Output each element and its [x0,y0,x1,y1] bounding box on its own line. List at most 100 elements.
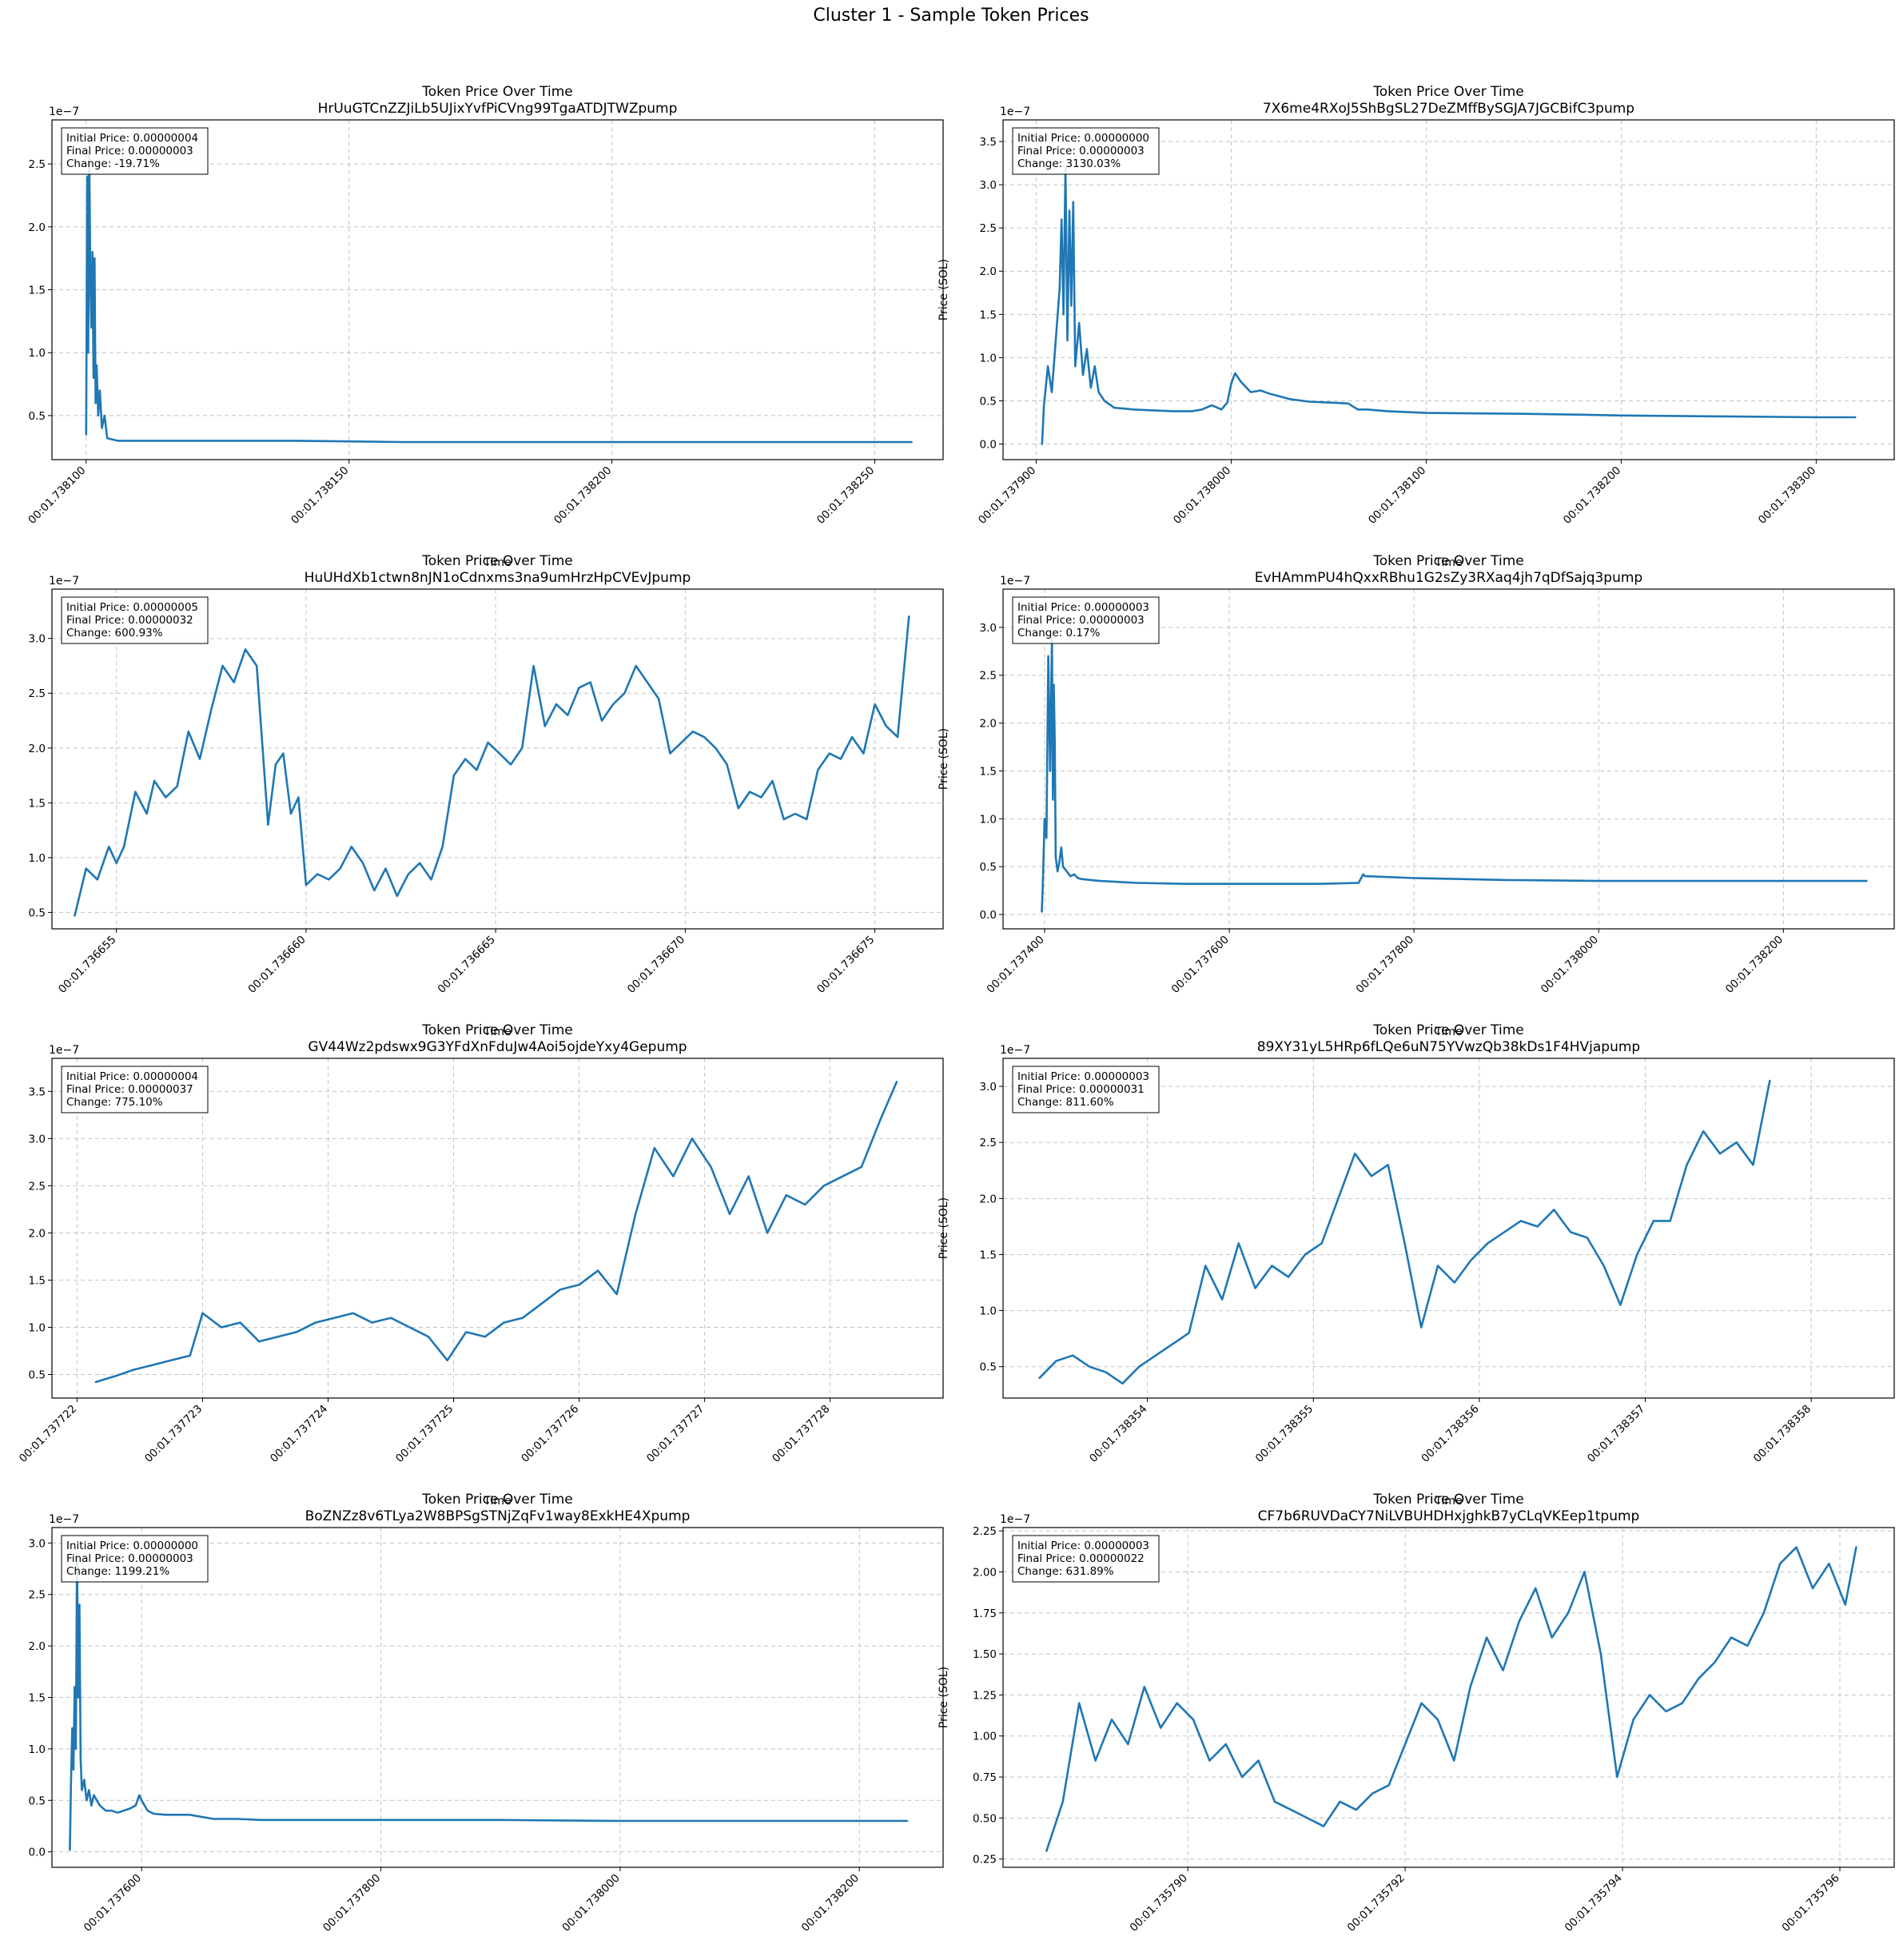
axes-frame [1002,588,1895,930]
axes-frame [1002,1058,1895,1399]
y-tick-label: 2.0 [980,718,997,731]
y-offset-label: 1e−7 [49,575,79,588]
y-tick-label: 0.5 [980,395,997,408]
y-tick-label: 1.75 [973,1607,997,1620]
price-summary-line: Change: 811.60% [1017,1096,1114,1109]
y-tick-label: 0.0 [980,909,997,922]
y-tick-label: 0.0 [29,1846,46,1859]
y-tick-label: 1.5 [980,309,997,321]
y-offset-label: 1e−7 [49,1044,79,1057]
subplot-title: Token Price Over Time [1372,1022,1524,1038]
subplot-title: Token Price Over Time [421,84,573,100]
price-summary-line: Initial Price: 0.00000004 [66,1070,198,1083]
y-tick-label: 1.0 [980,1305,997,1318]
y-tick-label: 2.5 [29,1180,46,1193]
subplot-title: Token Price Over Time [1372,553,1524,569]
price-summary-line: Initial Price: 0.00000003 [1017,601,1149,614]
price-summary-box [61,596,209,644]
y-tick-label: 0.5 [980,861,997,874]
y-tick-label: 1.50 [973,1648,997,1661]
y-tick-label: 3.0 [980,622,997,635]
y-tick-label: 1.5 [29,285,46,297]
price-series-line [1041,166,1857,445]
price-series-line [1038,1079,1771,1385]
subplot-title: Token Price Over Time [1372,84,1524,100]
price-series-line [1041,635,1868,913]
x-axis-label: Time [1434,1495,1462,1508]
price-summary-box [61,1066,209,1113]
price-summary-box [61,127,209,175]
y-axis-label: Price (SOL) [938,259,950,321]
y-offset-label: 1e−7 [1000,575,1030,588]
y-offset-label: 1e−7 [1000,1513,1030,1526]
axes-frame [51,588,944,930]
axes-frame [51,1058,944,1399]
axes-frame [1002,1527,1895,1868]
price-series-line [74,615,910,917]
y-tick-label: 3.0 [29,633,46,646]
y-offset-label: 1e−7 [49,1513,79,1526]
subplot-title: Token Price Over Time [421,1022,573,1038]
y-offset-label: 1e−7 [1000,1044,1030,1057]
price-summary-line: Change: 600.93% [66,627,163,639]
price-summary-line: Final Price: 0.00000003 [1017,614,1145,627]
x-axis-label: Time [483,1495,511,1508]
y-tick-label: 2.5 [980,670,997,683]
price-summary-box [61,1535,209,1583]
x-axis-label: Time [1434,1026,1462,1038]
y-tick-label: 0.50 [973,1812,997,1825]
subplot-title: Token Price Over Time [421,1492,573,1508]
y-tick-label: 2.5 [29,1589,46,1602]
price-summary-line: Change: -19.71% [66,157,160,170]
price-summary-box [1012,127,1160,175]
y-tick-label: 0.5 [29,906,46,919]
subplot-title: Token Price Over Time [1372,1492,1524,1508]
y-tick-label: 2.5 [980,222,997,235]
y-tick-label: 0.5 [29,1368,46,1381]
price-summary-line: Final Price: 0.00000003 [66,1552,193,1565]
price-summary-line: Initial Price: 0.00000003 [1017,1540,1149,1552]
y-tick-label: 2.25 [973,1525,997,1538]
y-tick-label: 2.0 [29,221,46,234]
y-tick-label: 0.5 [29,410,46,423]
y-tick-label: 1.0 [29,1743,46,1756]
subplot-token-name: CF7b6RUVDaCY7NiLVBUHDHxjghkB7yCLqVKEep1t… [1258,1508,1640,1524]
x-axis-label: Time [483,1026,511,1038]
y-tick-label: 0.5 [980,1361,997,1374]
price-summary-line: Change: 775.10% [66,1096,163,1109]
y-tick-label: 1.5 [980,765,997,778]
y-tick-label: 3.0 [29,1133,46,1145]
y-tick-label: 1.0 [29,852,46,865]
y-tick-label: 0.5 [29,1795,46,1807]
subplot-token-name: 7X6me4RXoJ5ShBgSL27DeZMffBySGJA7JGCBifC3… [1263,101,1634,117]
subplot-token-name: GV44Wz2pdswx9G3YFdXnFduJw4Aoi5ojdeYxy4Ge… [308,1039,687,1055]
y-tick-label: 2.5 [29,158,46,171]
y-tick-label: 2.0 [980,265,997,278]
price-summary-line: Final Price: 0.00000031 [1017,1083,1145,1096]
y-offset-label: 1e−7 [1000,106,1030,118]
x-axis-label: Time [1434,556,1462,569]
y-tick-label: 1.00 [973,1731,997,1743]
y-tick-label: 2.5 [29,687,46,700]
y-tick-label: 0.75 [973,1771,997,1784]
y-tick-label: 1.25 [973,1689,997,1702]
y-tick-label: 2.0 [29,743,46,755]
price-series-line [94,1081,898,1384]
price-summary-line: Final Price: 0.00000003 [1017,145,1145,157]
price-summary-box [1012,1535,1160,1583]
price-series-line [69,1552,909,1851]
y-tick-label: 3.0 [980,179,997,192]
subplot-token-name: 89XY31yL5HRp6fLQe6uN75YVwzQb38kDs1F4HVja… [1257,1039,1640,1055]
y-tick-label: 1.5 [29,1274,46,1287]
y-tick-label: 2.5 [980,1137,997,1149]
y-axis-label: Price (SOL) [938,1667,950,1728]
subplot-token-name: HrUuGTCnZZJiLb5UJixYvfPiCVng99TgaATDJTWZ… [318,101,678,117]
price-summary-line: Initial Price: 0.00000004 [66,132,198,145]
y-tick-label: 1.0 [29,347,46,360]
price-summary-line: Initial Price: 0.00000003 [1017,1070,1149,1083]
y-offset-label: 1e−7 [49,106,79,118]
price-summary-line: Initial Price: 0.00000000 [1017,132,1149,145]
y-tick-label: 1.0 [980,813,997,826]
